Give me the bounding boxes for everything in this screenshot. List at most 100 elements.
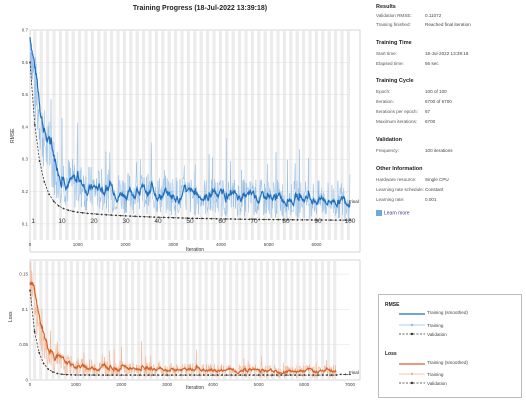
loss-validation-point	[179, 374, 182, 376]
loss-epoch-band	[69, 260, 73, 380]
rmse-epoch-band	[39, 30, 43, 240]
loss-validation-point	[307, 374, 310, 376]
loss-validation-point	[147, 374, 150, 376]
rmse-epoch-band	[71, 30, 75, 240]
row-iteration: Iteration: 6700 of 6700	[376, 99, 452, 104]
legend-rmse-training: Training	[427, 323, 444, 328]
rmse-epoch-band	[78, 30, 82, 240]
rmse-epoch-band	[346, 30, 350, 240]
loss-smoothed-line	[29, 281, 337, 375]
loss-xtick-label: 0	[29, 382, 32, 387]
loss-validation-point	[225, 374, 228, 376]
loss-validation-point	[93, 374, 95, 376]
rmse-validation-point	[119, 214, 122, 217]
loss-chart[interactable]: Final 0.15 0.1 0.05 0 0 1000 2000 3000 4000 5000…	[0, 258, 370, 400]
loss-epoch-band	[327, 260, 331, 380]
legend-rmse-swatches	[399, 313, 425, 336]
loss-epoch-band	[33, 260, 37, 380]
legend-loss-validation: Validation	[427, 381, 447, 386]
rmse-validation-point	[153, 216, 156, 218]
rmse-validation-point	[325, 219, 328, 221]
rmse-xtick-label: 3000	[168, 242, 179, 247]
rmse-validation-point	[186, 217, 189, 220]
rmse-validation-point	[57, 204, 60, 207]
rmse-epoch-label: 100	[345, 218, 356, 225]
rmse-validation-point	[67, 209, 70, 212]
rmse-validation-point	[48, 193, 51, 196]
loss-validation-point	[271, 374, 274, 376]
loss-epoch-band	[198, 260, 202, 380]
loss-epoch-band	[284, 260, 288, 380]
loss-epoch-band	[155, 260, 159, 380]
rmse-epoch-band	[231, 30, 235, 240]
loss-epoch-band	[192, 260, 196, 380]
rmse-validation-point	[244, 218, 246, 221]
loss-validation-point	[262, 374, 265, 376]
loss-validation-point	[70, 373, 73, 376]
rmse-validation-point	[191, 217, 194, 220]
rmse-epoch-band	[174, 30, 178, 240]
rmse-validation-point	[81, 211, 84, 214]
loss-validation-point	[294, 374, 297, 376]
training-cycle-title: Training Cycle	[376, 78, 414, 84]
loss-validation-point	[74, 374, 77, 376]
rmse-epoch-band	[225, 30, 229, 240]
rmse-ytick-label: 0.2	[22, 189, 29, 194]
rmse-validation-point	[129, 215, 132, 217]
rmse-ytick-label: 0.3	[22, 157, 29, 162]
rmse-validation-point	[172, 216, 175, 219]
rmse-epoch-band	[289, 30, 293, 240]
loss-validation-point	[161, 374, 164, 376]
loss-epoch-band	[186, 260, 190, 380]
rmse-epoch-band	[167, 30, 171, 240]
loss-validation-point	[298, 374, 301, 376]
rmse-epoch-band	[257, 30, 261, 240]
rmse-epoch-band	[84, 30, 88, 240]
rmse-validation-point	[315, 219, 318, 221]
rmse-epoch-band	[90, 30, 94, 240]
row-start-time: Start time: 18-Jul-2022 13:39:18	[376, 51, 469, 56]
rmse-validation-point	[220, 217, 222, 220]
rmse-epoch-band	[282, 30, 286, 240]
rmse-validation-point	[334, 219, 337, 221]
row-iterations-per-epoch: Iterations per epoch: 67	[376, 109, 431, 114]
rmse-epoch-label: 10	[58, 218, 66, 225]
loss-xtick-label: 3000	[162, 382, 173, 387]
loss-epoch-band	[124, 260, 129, 380]
loss-epoch-band	[100, 260, 104, 380]
rmse-xtick-label: 5000	[264, 242, 275, 247]
row-validation-rmse: Validation RMSE: 0.11072	[376, 13, 442, 18]
loss-validation-point	[339, 373, 342, 376]
loss-validation-point	[125, 374, 127, 376]
rmse-validation-point	[301, 218, 304, 221]
learn-more-link[interactable]: Learn more	[376, 210, 410, 216]
rmse-chart[interactable]: Final 0.7 0.6 0.5 0.4 0.3 0.2 0.1 0 1000 2000 300…	[0, 18, 370, 258]
legend-loss-swatches	[399, 363, 425, 385]
loss-xtick-label: 4000	[208, 382, 219, 387]
loss-epoch-band	[94, 260, 98, 380]
rmse-epoch-band	[321, 30, 325, 240]
loss-epoch-band	[112, 260, 116, 380]
loss-epoch-band	[308, 260, 312, 380]
loss-epoch-band	[271, 260, 276, 380]
rmse-ytick-label: 0.4	[22, 124, 29, 129]
loss-validation-point	[134, 374, 137, 376]
rmse-epoch-band	[161, 30, 165, 240]
rmse-validation-point	[100, 213, 103, 216]
loss-validation-point	[184, 374, 187, 376]
rmse-epoch-band	[244, 30, 248, 240]
loss-epoch-band	[51, 260, 55, 380]
rmse-validation-point	[134, 215, 136, 218]
rmse-validation-point	[110, 214, 113, 216]
rmse-ytick-label: 0.7	[22, 28, 29, 33]
rmse-epoch-label: 50	[186, 218, 194, 225]
rmse-epoch-band	[148, 30, 152, 240]
rmse-validation-point	[306, 219, 308, 221]
loss-epoch-band	[222, 260, 227, 380]
loss-validation-point	[321, 374, 324, 376]
rmse-epoch-label: 70	[250, 218, 258, 225]
info-panel: Results Validation RMSE: 0.11072 Training…	[372, 0, 526, 400]
rmse-epoch-label: 60	[218, 218, 226, 225]
rmse-validation-point	[210, 217, 213, 220]
loss-validation-point	[129, 374, 132, 376]
